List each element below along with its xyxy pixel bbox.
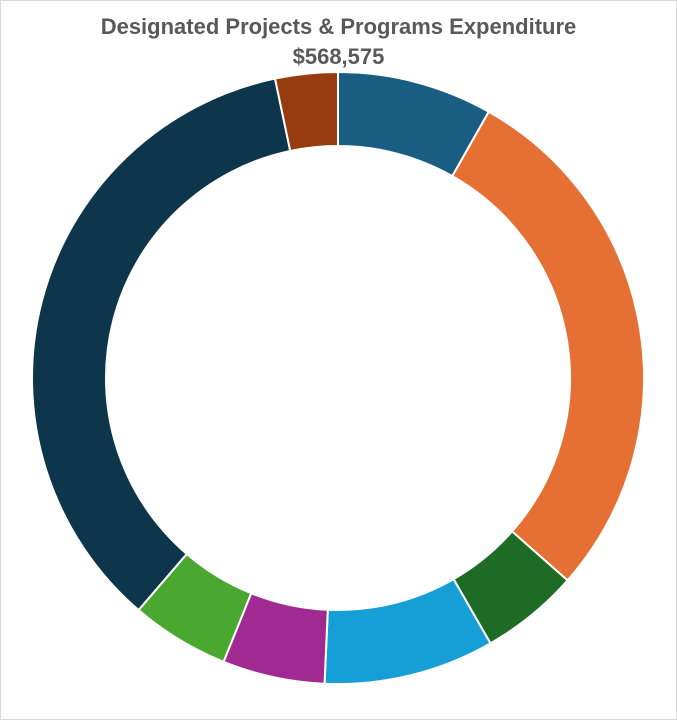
chart-title: Designated Projects & Programs Expenditu… [100,14,577,39]
donut-slices [31,70,645,685]
donut-slice-2 [450,110,645,582]
donut-slice-7 [31,77,292,612]
donut-slice-8 [273,70,339,153]
chart-subtitle: $568,575 [292,44,385,69]
